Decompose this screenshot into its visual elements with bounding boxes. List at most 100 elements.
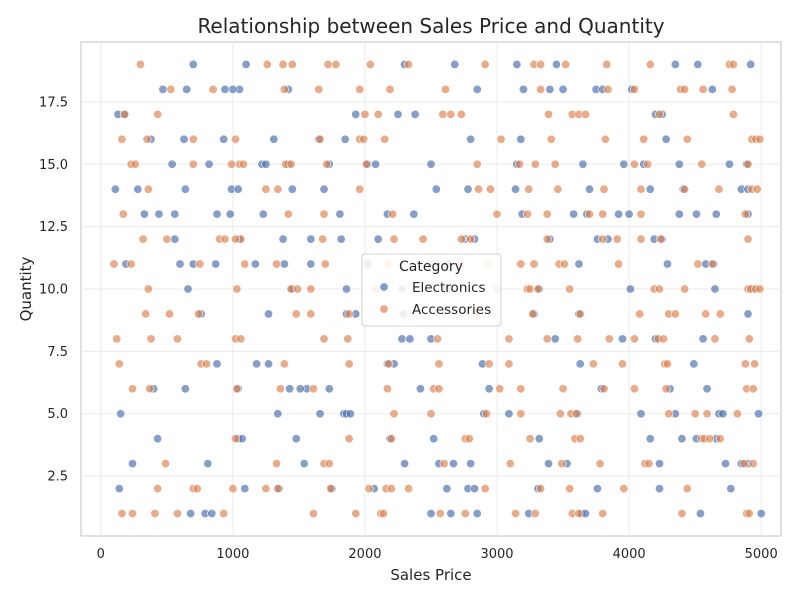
- point-accessories: [629, 159, 639, 169]
- point-electronics: [269, 134, 279, 144]
- point-accessories: [690, 409, 700, 419]
- point-electronics: [207, 509, 217, 519]
- point-accessories: [441, 84, 451, 94]
- point-accessories: [677, 509, 687, 519]
- point-accessories: [740, 209, 750, 219]
- point-accessories: [643, 159, 653, 169]
- point-accessories: [645, 59, 655, 69]
- point-electronics: [264, 359, 274, 369]
- point-accessories: [525, 434, 535, 444]
- point-accessories: [386, 484, 396, 494]
- point-accessories: [331, 59, 341, 69]
- point-accessories: [574, 509, 584, 519]
- point-electronics: [746, 59, 756, 69]
- point-accessories: [188, 159, 198, 169]
- point-accessories: [192, 484, 202, 494]
- point-accessories: [732, 409, 742, 419]
- point-accessories: [743, 234, 753, 244]
- point-accessories: [146, 334, 156, 344]
- point-electronics: [674, 209, 684, 219]
- point-accessories: [232, 284, 242, 294]
- point-accessories: [384, 359, 394, 369]
- point-accessories: [618, 359, 628, 369]
- point-accessories: [581, 109, 591, 119]
- point-accessories: [153, 484, 163, 494]
- point-accessories: [505, 459, 515, 469]
- point-accessories: [714, 184, 724, 194]
- point-accessories: [287, 59, 297, 69]
- legend-label-electronics: Electronics: [412, 280, 486, 296]
- point-electronics: [429, 434, 439, 444]
- point-accessories: [629, 84, 639, 94]
- point-electronics: [306, 234, 316, 244]
- point-electronics: [575, 359, 585, 369]
- point-electronics: [295, 384, 305, 394]
- point-electronics: [180, 384, 190, 394]
- point-accessories: [748, 459, 758, 469]
- point-accessories: [460, 509, 470, 519]
- point-accessories: [598, 209, 608, 219]
- point-accessories: [550, 159, 560, 169]
- point-accessories: [162, 234, 172, 244]
- point-electronics: [299, 459, 309, 469]
- point-electronics: [220, 84, 230, 94]
- point-accessories: [495, 384, 505, 394]
- point-accessories: [138, 234, 148, 244]
- point-electronics: [324, 384, 334, 394]
- point-accessories: [654, 109, 664, 119]
- point-electronics: [212, 359, 222, 369]
- point-accessories: [279, 84, 289, 94]
- point-accessories: [418, 234, 428, 244]
- point-electronics: [133, 184, 143, 194]
- point-electronics: [397, 334, 407, 344]
- point-accessories: [516, 409, 526, 419]
- point-electronics: [624, 209, 634, 219]
- point-accessories: [389, 409, 399, 419]
- point-accessories: [355, 84, 365, 94]
- point-accessories: [682, 134, 692, 144]
- point-accessories: [195, 259, 205, 269]
- point-electronics: [279, 259, 289, 269]
- point-accessories: [595, 459, 605, 469]
- point-electronics: [153, 434, 163, 444]
- point-accessories: [728, 59, 738, 69]
- point-accessories: [439, 459, 449, 469]
- point-electronics: [743, 309, 753, 319]
- point-accessories: [464, 434, 474, 444]
- point-electronics: [250, 259, 260, 269]
- point-electronics: [463, 184, 473, 194]
- point-electronics: [188, 59, 198, 69]
- point-accessories: [701, 309, 711, 319]
- point-accessories: [438, 109, 448, 119]
- point-accessories: [126, 259, 136, 269]
- point-electronics: [319, 184, 329, 194]
- point-accessories: [525, 284, 535, 294]
- point-accessories: [599, 184, 609, 194]
- point-electronics: [285, 384, 295, 394]
- point-electronics: [410, 109, 420, 119]
- point-accessories: [727, 84, 737, 94]
- point-electronics: [702, 384, 712, 394]
- point-accessories: [496, 134, 506, 144]
- point-accessories: [373, 109, 383, 119]
- point-electronics: [718, 409, 728, 419]
- series-accessories: [109, 59, 765, 519]
- point-electronics: [409, 209, 419, 219]
- point-accessories: [636, 184, 646, 194]
- point-accessories: [231, 134, 241, 144]
- y-axis-label: Quantity: [17, 256, 35, 321]
- point-accessories: [172, 334, 182, 344]
- point-accessories: [286, 159, 296, 169]
- x-tick-label: 1000: [216, 547, 249, 562]
- point-electronics: [544, 459, 554, 469]
- point-accessories: [484, 359, 494, 369]
- point-accessories: [522, 209, 532, 219]
- point-accessories: [546, 134, 556, 144]
- point-accessories: [145, 384, 155, 394]
- point-accessories: [516, 384, 526, 394]
- point-accessories: [426, 409, 436, 419]
- point-accessories: [359, 134, 369, 144]
- point-electronics: [756, 509, 766, 519]
- point-electronics: [448, 459, 458, 469]
- point-accessories: [208, 84, 218, 94]
